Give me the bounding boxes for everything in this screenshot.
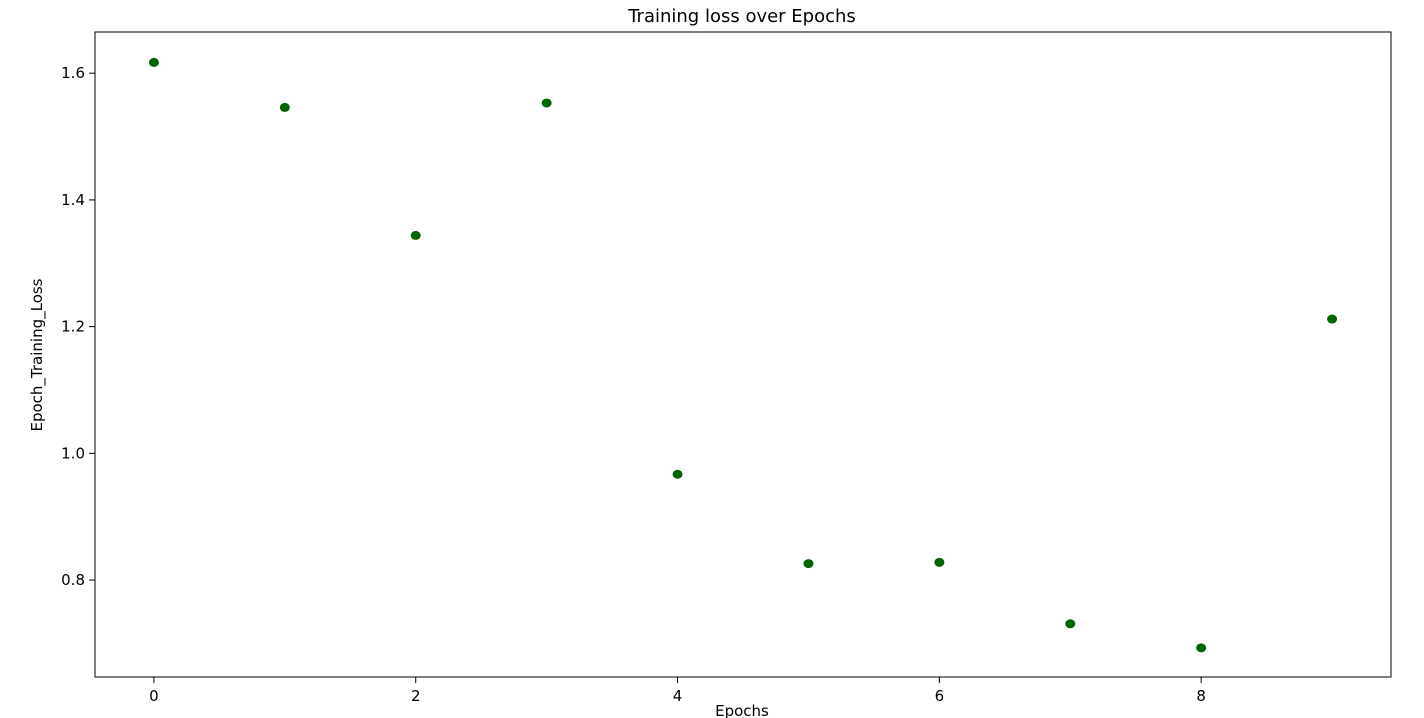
y-tick-label: 1.4 (61, 191, 85, 209)
data-point (1065, 619, 1076, 629)
y-tick-label: 0.8 (61, 571, 85, 589)
data-points (148, 57, 1338, 653)
data-point (803, 559, 814, 569)
y-axis-ticks: 0.8 1.0 1.2 1.4 1.6 (61, 64, 95, 589)
y-tick-label: 1.2 (61, 318, 85, 336)
chart-title: Training loss over Epochs (627, 6, 856, 27)
y-tick-label: 1.6 (61, 64, 85, 82)
data-point (1327, 314, 1338, 324)
plot-area-frame (94, 31, 1392, 678)
data-point (672, 469, 683, 479)
x-tick-label: 2 (411, 687, 421, 705)
x-axis-title: Epochs (715, 702, 769, 718)
x-tick-label: 6 (935, 687, 945, 705)
data-point (934, 557, 945, 567)
data-point (410, 230, 421, 240)
data-point (541, 98, 552, 108)
data-point (279, 102, 290, 112)
y-axis-title: Epoch_Training_Loss (28, 278, 47, 431)
x-axis-ticks: 0 2 4 6 8 (149, 677, 1206, 705)
x-tick-label: 4 (673, 687, 683, 705)
y-tick-label: 1.0 (61, 444, 85, 462)
data-point (1196, 643, 1207, 653)
data-point (148, 57, 159, 67)
x-tick-label: 0 (149, 687, 159, 705)
x-tick-label: 8 (1196, 687, 1206, 705)
